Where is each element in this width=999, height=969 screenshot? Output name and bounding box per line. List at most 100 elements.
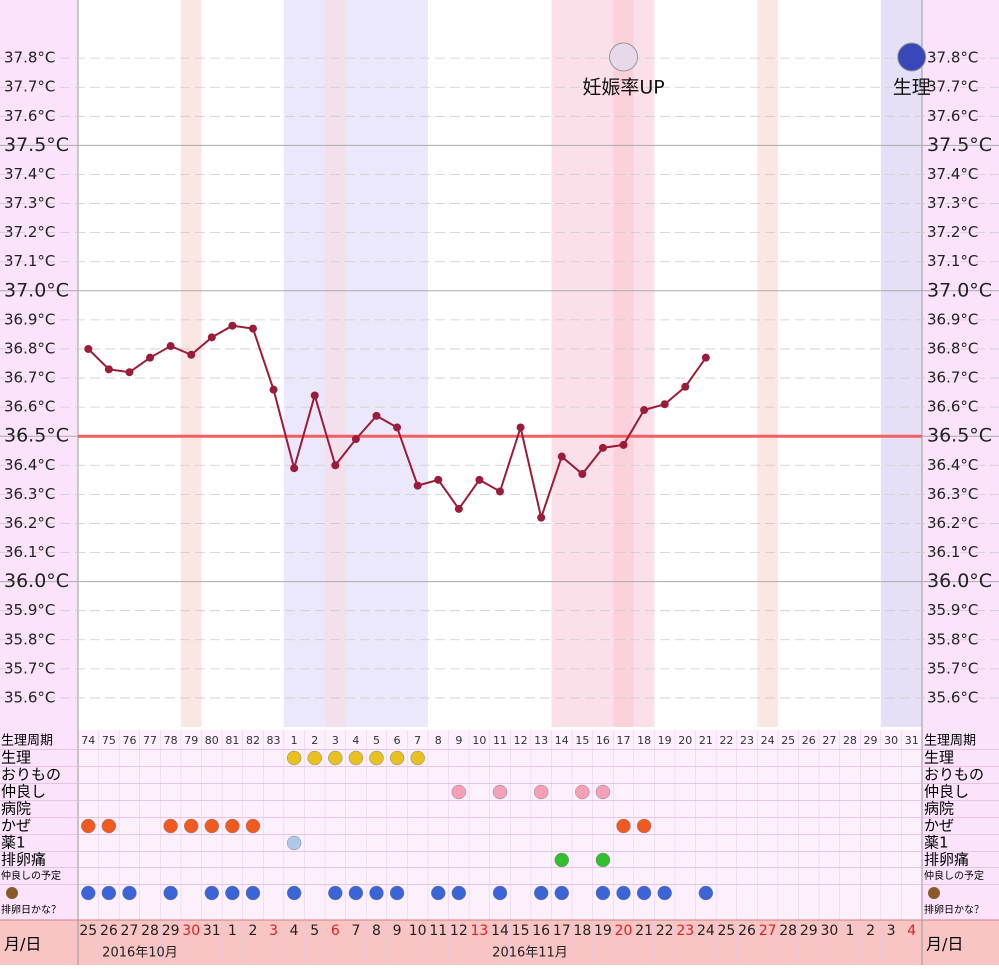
y-tick-label-right: 37.1°C (927, 252, 978, 270)
y-tick-label-right: 37.5°C (927, 134, 992, 156)
y-tick-label: 37.0°C (4, 279, 69, 301)
annotation-icon (897, 42, 927, 72)
x-tick-label: 25 (718, 923, 736, 939)
annotation: 生理 (893, 77, 931, 99)
x-tick-label: 30 (182, 923, 200, 939)
right-panel (922, 0, 999, 965)
y-tick-label: 36.9°C (4, 310, 55, 328)
x-tick-label: 26 (738, 923, 756, 939)
row-label: 病院 (1, 800, 31, 818)
x-tick-label: 13 (471, 923, 489, 939)
y-tick-label-right: 36.0°C (927, 570, 992, 592)
x-tick-label: 8 (372, 923, 381, 939)
y-tick-label-right: 36.3°C (927, 485, 978, 503)
symbol-icon (348, 885, 364, 901)
cycle-day: 21 (699, 734, 713, 747)
row-label-right: 病院 (924, 800, 954, 818)
cycle-day: 31 (905, 734, 919, 747)
cycle-day: 28 (843, 734, 857, 747)
row-label: 仲良しの予定 (1, 869, 61, 882)
y-tick-label-right: 36.4°C (927, 456, 978, 474)
row-label: おりもの (1, 766, 61, 784)
temperature-point (701, 353, 710, 362)
cycle-day: 30 (884, 734, 898, 747)
x-tick-label: 7 (351, 923, 360, 939)
symbol-icon (101, 818, 117, 834)
x-tick-label: 3 (269, 923, 278, 939)
temperature-point (331, 461, 340, 470)
cycle-day: 8 (435, 734, 442, 747)
symbol-icon (616, 818, 631, 834)
y-tick-label: 35.6°C (4, 688, 55, 706)
symbol-icon (389, 750, 405, 766)
temperature-point (434, 475, 443, 484)
phase-band (551, 0, 655, 727)
symbol-icon (616, 885, 631, 901)
temperature-point (104, 365, 113, 374)
temperature-point (640, 406, 649, 415)
symbol-icon (636, 818, 652, 834)
y-tick-label: 36.5°C (4, 425, 69, 447)
y-tick-label-right: 35.6°C (927, 688, 978, 706)
symbol-icon (451, 885, 467, 901)
y-tick-label: 37.4°C (4, 165, 55, 183)
cycle-day: 76 (122, 734, 136, 747)
cycle-day: 4 (352, 734, 359, 747)
row-label: 生理周期 (1, 734, 53, 749)
temperature-point (372, 411, 381, 420)
symbol-icon (451, 784, 467, 800)
symbol-icon (307, 750, 322, 766)
x-tick-label: 21 (635, 923, 653, 939)
x-tick-label: 4 (907, 923, 916, 939)
symbol-icon (328, 750, 343, 766)
y-tick-label-right: 36.6°C (927, 398, 978, 416)
cycle-day: 80 (205, 734, 219, 747)
row-label-right: 仲良し (924, 783, 969, 801)
x-tick-label: 27 (121, 923, 139, 939)
symbol-icon (101, 885, 117, 901)
phase-band (613, 0, 634, 727)
y-tick-label-right: 36.1°C (927, 543, 978, 561)
row-icon (6, 887, 18, 899)
y-tick-label-right: 36.8°C (927, 339, 978, 357)
symbol-icon (81, 885, 96, 901)
temperature-point (537, 513, 546, 522)
temperature-point (125, 368, 134, 377)
annotation: 妊娠率UP (582, 77, 664, 99)
row-label: 生理 (1, 749, 31, 767)
date-label: 月/日 (4, 935, 41, 954)
cycle-day: 16 (596, 734, 610, 747)
y-tick-label-right: 37.0°C (927, 279, 992, 301)
symbol-icon (183, 818, 199, 834)
cycle-day: 1 (291, 734, 298, 747)
month-label: 2016年11月 (492, 946, 568, 961)
x-tick-label: 24 (697, 923, 715, 939)
x-tick-label: 1 (845, 923, 854, 939)
cycle-day: 2 (311, 734, 318, 747)
y-tick-label: 36.8°C (4, 339, 55, 357)
symbol-icon (369, 885, 384, 901)
x-tick-label: 18 (573, 923, 591, 939)
y-tick-label: 37.2°C (4, 223, 55, 241)
cycle-day: 29 (864, 734, 878, 747)
temperature-point (207, 333, 216, 342)
y-tick-label-right: 37.6°C (927, 107, 978, 125)
y-tick-label: 37.3°C (4, 194, 55, 212)
y-tick-label-right: 37.3°C (927, 194, 978, 212)
temperature-point (578, 470, 587, 479)
symbol-icon (657, 885, 672, 901)
symbol-icon (245, 885, 261, 901)
x-tick-label: 2 (249, 923, 258, 939)
symbol-icon (245, 818, 261, 834)
x-tick-label: 29 (162, 923, 180, 939)
symbol-icon (225, 885, 240, 901)
y-tick-label: 36.6°C (4, 398, 55, 416)
cycle-day: 10 (472, 734, 486, 747)
symbol-icon (595, 852, 611, 868)
y-tick-label-right: 36.5°C (927, 425, 992, 447)
cycle-day: 13 (534, 734, 548, 747)
phase-band (283, 0, 428, 727)
x-tick-label: 12 (450, 923, 468, 939)
y-tick-label: 35.7°C (4, 659, 55, 677)
month-label: 2016年10月 (102, 946, 178, 961)
